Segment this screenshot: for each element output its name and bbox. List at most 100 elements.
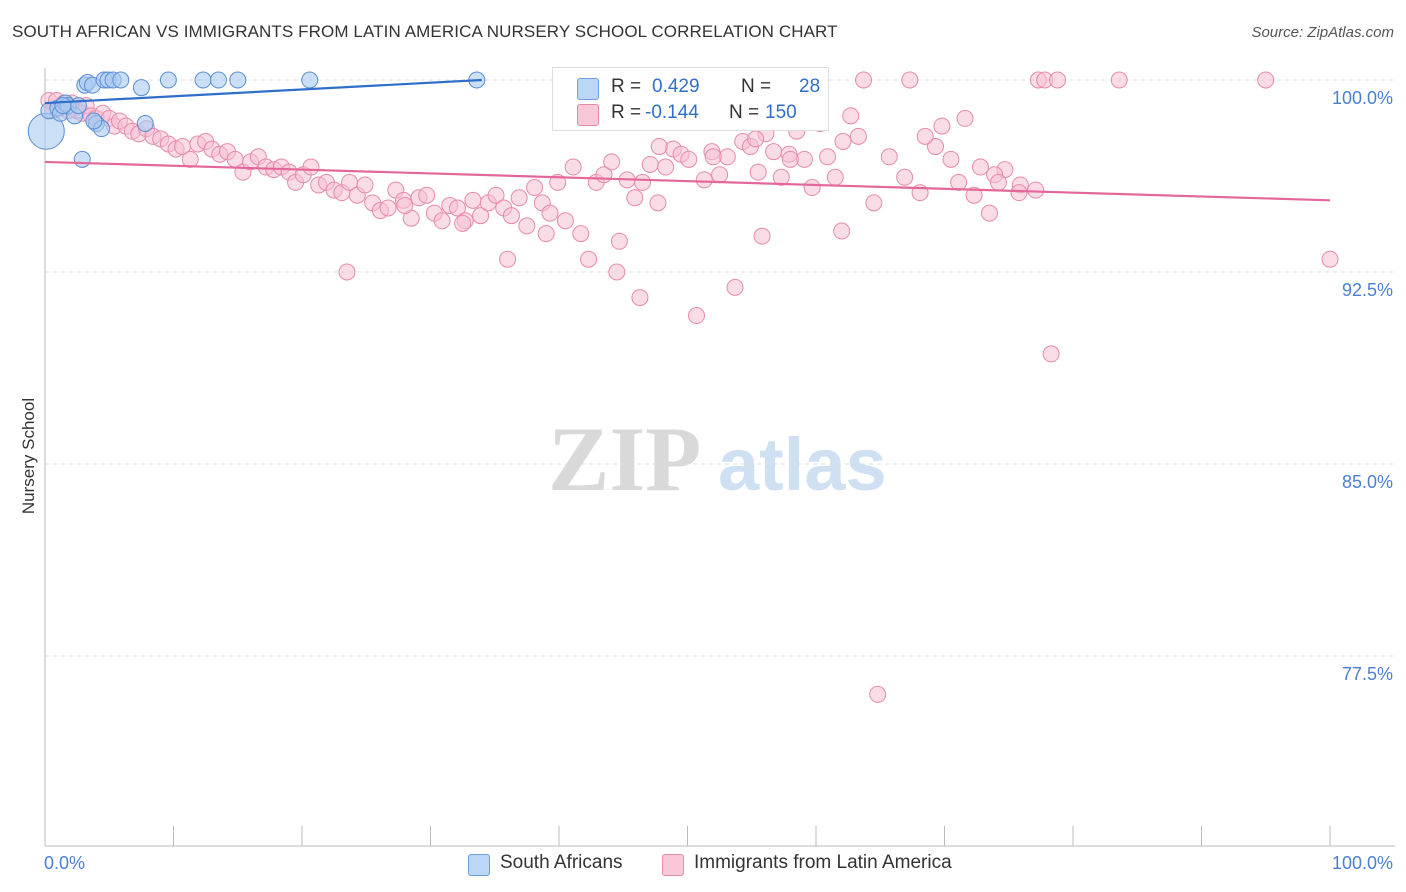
axes (44, 68, 1395, 847)
latin-america-point (901, 71, 919, 89)
latin-america-point (980, 204, 998, 222)
x-tick-label-start: 0.0% (44, 853, 85, 873)
x-tick-label-end: 100.0% (1332, 853, 1393, 873)
latin-america-point (338, 263, 356, 281)
latin-america-point (1042, 345, 1060, 363)
legend-swatch-blue (577, 78, 599, 100)
latin-america-point (472, 207, 490, 225)
south-african-point (136, 115, 154, 133)
latin-america-point (865, 194, 883, 212)
watermark: ZIP atlas (548, 408, 887, 510)
latin-america-point (950, 173, 968, 191)
latin-america-point (834, 132, 852, 150)
latin-america-points (40, 71, 1339, 703)
latin-america-point (687, 307, 705, 325)
latin-america-point (610, 232, 628, 250)
latin-america-point (564, 158, 582, 176)
latin-america-point (454, 214, 472, 232)
latin-america-point (356, 176, 374, 194)
south-african-point (73, 150, 91, 168)
latin-america-point (518, 217, 536, 235)
latin-america-point (849, 127, 867, 145)
south-african-point (194, 71, 212, 89)
latin-america-point (680, 150, 698, 168)
watermark-atlas: atlas (718, 423, 887, 506)
latin-america-point (487, 186, 505, 204)
legend-r-value-2: -0.144 (645, 102, 699, 123)
latin-america-point (896, 168, 914, 186)
legend-r-label-1: R = (611, 76, 642, 97)
bottom-legend-label-1: South Africans (500, 852, 623, 873)
south-african-point (112, 71, 130, 89)
latin-america-point (1257, 71, 1275, 89)
latin-america-point (572, 225, 590, 243)
south-african-point (209, 71, 227, 89)
latin-america-point (726, 278, 744, 296)
latin-america-point (1321, 250, 1339, 268)
latin-america-point (880, 148, 898, 166)
latin-america-point (772, 168, 790, 186)
latin-america-point (526, 179, 544, 197)
latin-america-point (942, 150, 960, 168)
latin-america-point (499, 250, 517, 268)
latin-america-point (631, 289, 649, 307)
chart-title: SOUTH AFRICAN VS IMMIGRANTS FROM LATIN A… (12, 22, 838, 41)
latin-america-point (833, 222, 851, 240)
latin-america-point (302, 158, 320, 176)
y-tick-label: 92.5% (1342, 280, 1393, 300)
legend-n-value-2: 150 (765, 102, 797, 123)
bottom-legend-swatch-pink (662, 854, 684, 876)
latin-america-point (869, 685, 887, 703)
legend-r-value-1: 0.429 (652, 76, 700, 97)
latin-america-point (641, 155, 659, 173)
latin-america-point (965, 186, 983, 204)
latin-america-point (541, 204, 559, 222)
latin-america-point (634, 173, 652, 191)
latin-america-point (765, 143, 783, 161)
y-tick-label: 85.0% (1342, 472, 1393, 492)
south-african-point (132, 79, 150, 97)
south-african-trend-line (44, 78, 482, 105)
latin-america-point (626, 189, 644, 207)
legend-n-label-1: N = (741, 76, 772, 97)
latin-america-point (749, 163, 767, 181)
latin-america-point (1049, 71, 1067, 89)
latin-america-point (916, 127, 934, 145)
latin-america-point (181, 150, 199, 168)
latin-america-point (1010, 184, 1028, 202)
latin-america-point (803, 179, 821, 197)
latin-america-point (608, 263, 626, 281)
south-african-point (85, 112, 103, 130)
latin-america-point (396, 196, 414, 214)
latin-america-point (448, 199, 466, 217)
latin-america-point (657, 158, 675, 176)
y-tick-label: 77.5% (1342, 664, 1393, 684)
latin-america-point (718, 148, 736, 166)
latin-america-point (379, 199, 397, 217)
latin-america-point (537, 225, 555, 243)
latin-america-trend-line (44, 160, 1331, 202)
source-label: Source: ZipAtlas.com (1251, 24, 1394, 41)
latin-america-point (795, 150, 813, 168)
latin-america-point (781, 150, 799, 168)
latin-america-point (603, 153, 621, 171)
latin-america-point (650, 138, 668, 156)
latin-america-point (971, 158, 989, 176)
latin-america-point (418, 186, 436, 204)
latin-america-point (753, 227, 771, 245)
latin-america-point (556, 212, 574, 230)
latin-america-point (433, 212, 451, 230)
legend-r-label-2: R = (611, 102, 642, 123)
latin-america-point (842, 107, 860, 125)
legend: R = 0.429 N = 28 R = -0.144 N = 150 (552, 67, 829, 131)
watermark-zip: ZIP (548, 408, 701, 510)
latin-america-point (1027, 181, 1045, 199)
south-african-point (159, 71, 177, 89)
latin-america-point (956, 109, 974, 127)
latin-america-point (927, 138, 945, 156)
legend-n-value-1: 28 (799, 76, 821, 97)
latin-america-point (695, 171, 713, 189)
latin-america-point (580, 250, 598, 268)
latin-america-point (510, 189, 528, 207)
